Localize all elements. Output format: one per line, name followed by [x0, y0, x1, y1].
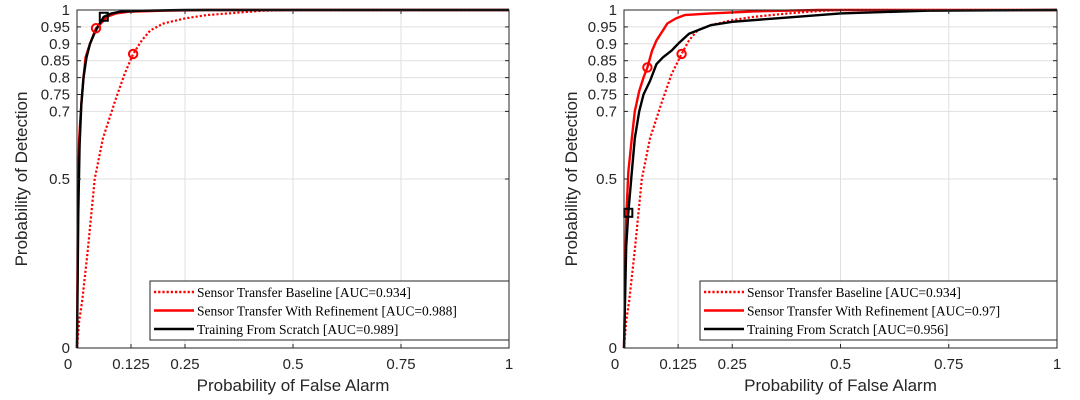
- x-tick-label: 1: [505, 356, 513, 373]
- y-tick-label: 0.7: [596, 103, 617, 120]
- series-line-1: [75, 8, 509, 349]
- y-tick-label: 0.5: [596, 171, 617, 188]
- legend-entry-label: Sensor Transfer Baseline [AUC=0.934]: [197, 285, 411, 300]
- y-tick-label: 0.9: [49, 36, 70, 53]
- y-tick-label: 0.75: [588, 87, 617, 104]
- series-line-1: [622, 8, 1057, 349]
- legend-box: [699, 280, 1058, 341]
- y-tick-label: 0.8: [596, 70, 617, 87]
- y-tick-label: 0.7: [49, 103, 70, 120]
- legend-entry-label: Training From Scratch [AUC=0.989]: [197, 322, 398, 337]
- y-tick-label: 0.85: [41, 53, 70, 70]
- legend-entry-label: Training From Scratch [AUC=0.956]: [747, 322, 948, 337]
- legend: Sensor Transfer Baseline [AUC=0.934] Sens…: [699, 280, 1058, 341]
- y-tick-label: 1: [62, 2, 70, 19]
- y-tick-label: 0.95: [41, 19, 70, 36]
- y-tick-label: 1: [609, 2, 617, 19]
- x-tick-label: 0.5: [283, 356, 304, 373]
- x-tick-label: 0.75: [934, 356, 963, 373]
- operating-point-marker: [676, 48, 687, 60]
- y-axis-label: Probability of Detection: [562, 92, 581, 267]
- operating-point-marker: [642, 62, 653, 73]
- series-line-3: [622, 8, 1058, 349]
- x-tick-label: 0: [611, 356, 619, 373]
- x-tick-label: 0.125: [659, 356, 697, 373]
- operating-point-marker: [127, 48, 139, 60]
- y-axis-label: Probability of Detection: [12, 92, 31, 267]
- x-tick-label: 0: [64, 356, 72, 373]
- series-line-2: [622, 8, 1057, 349]
- operating-point-marker: [90, 23, 102, 34]
- x-tick-label: 0.25: [718, 356, 747, 373]
- roc-chart-1: 0 0.125 0.25 0.5 0.75 100.50.70.750.80.850.90…: [12, 2, 513, 395]
- legend-box: [149, 280, 510, 341]
- x-tick-label: 1: [1053, 356, 1061, 373]
- legend-entry-label: Sensor Transfer Baseline [AUC=0.934]: [747, 285, 961, 300]
- x-tick-label: 0.5: [830, 356, 851, 373]
- legend-entry-label: Sensor Transfer With Refinement [AUC=0.9…: [747, 304, 1000, 319]
- x-tick-label: 0.25: [170, 356, 199, 373]
- x-axis-label: Probability of False Alarm: [744, 376, 937, 395]
- y-tick-label: 0: [609, 340, 617, 357]
- y-tick-label: 0: [62, 340, 70, 357]
- operating-point-marker: [98, 11, 109, 22]
- x-axis-label: Probability of False Alarm: [197, 376, 390, 395]
- y-tick-label: 0.95: [588, 19, 617, 36]
- y-tick-label: 0.75: [41, 87, 70, 104]
- y-tick-label: 0.9: [596, 36, 617, 53]
- legend-entry-label: Sensor Transfer With Refinement [AUC=0.9…: [197, 304, 457, 319]
- roc-chart-2: 0 0.125 0.25 0.5 0.75 100.50.70.750.80.850.90…: [562, 2, 1061, 395]
- x-tick-label: 0.75: [386, 356, 415, 373]
- legend: Sensor Transfer Baseline [AUC=0.934] Sens…: [149, 280, 510, 341]
- x-tick-label: 0.125: [112, 356, 150, 373]
- y-tick-label: 0.8: [49, 70, 70, 87]
- y-tick-label: 0.85: [588, 53, 617, 70]
- y-tick-label: 0.5: [49, 171, 70, 188]
